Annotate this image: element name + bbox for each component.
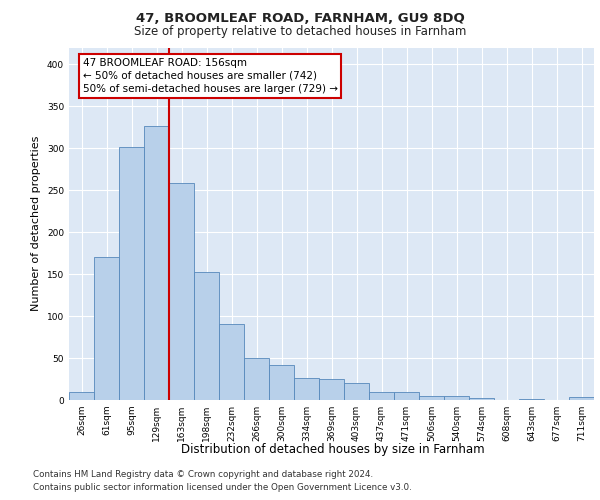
Text: Contains HM Land Registry data © Crown copyright and database right 2024.: Contains HM Land Registry data © Crown c… (33, 470, 373, 479)
Bar (244, 358, 269, 400)
Text: Size of property relative to detached houses in Farnham: Size of property relative to detached ho… (134, 25, 466, 38)
Bar (219, 324, 244, 400)
Bar (394, 392, 419, 400)
Bar (469, 398, 494, 400)
Bar (294, 378, 319, 400)
Y-axis label: Number of detached properties: Number of detached properties (31, 136, 41, 312)
Bar (144, 126, 169, 400)
Bar (444, 396, 469, 400)
Text: Contains public sector information licensed under the Open Government Licence v3: Contains public sector information licen… (33, 482, 412, 492)
Text: 47 BROOMLEAF ROAD: 156sqm
← 50% of detached houses are smaller (742)
50% of semi: 47 BROOMLEAF ROAD: 156sqm ← 50% of detac… (83, 58, 338, 94)
Bar (94, 258, 119, 400)
Bar (419, 396, 444, 400)
Bar (169, 182, 194, 400)
Bar (194, 272, 219, 400)
Text: Distribution of detached houses by size in Farnham: Distribution of detached houses by size … (181, 442, 485, 456)
Bar (519, 399, 544, 400)
Bar (119, 148, 144, 400)
Bar (369, 392, 394, 400)
Bar (569, 398, 594, 400)
Bar (319, 379, 344, 400)
Bar (344, 383, 369, 400)
Bar (269, 365, 294, 400)
Text: 47, BROOMLEAF ROAD, FARNHAM, GU9 8DQ: 47, BROOMLEAF ROAD, FARNHAM, GU9 8DQ (136, 12, 464, 26)
Bar (69, 392, 94, 400)
